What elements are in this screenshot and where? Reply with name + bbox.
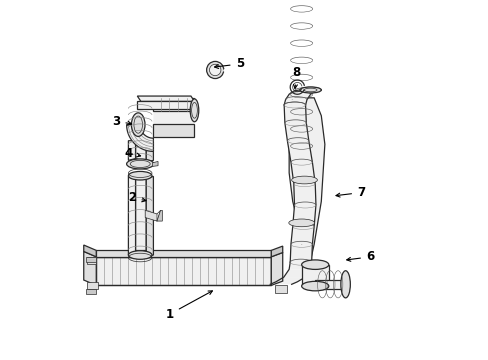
Polygon shape <box>294 90 321 91</box>
Text: 4: 4 <box>124 147 140 160</box>
Polygon shape <box>285 94 310 100</box>
Polygon shape <box>288 98 324 260</box>
Polygon shape <box>83 245 96 257</box>
Text: 3: 3 <box>112 114 131 128</box>
Polygon shape <box>288 91 315 94</box>
Polygon shape <box>137 96 194 102</box>
Polygon shape <box>292 205 315 226</box>
Text: 1: 1 <box>165 291 212 320</box>
Polygon shape <box>274 285 287 293</box>
Ellipse shape <box>291 176 317 184</box>
Ellipse shape <box>128 171 152 180</box>
Polygon shape <box>290 244 312 262</box>
Polygon shape <box>128 175 135 255</box>
Polygon shape <box>135 141 146 162</box>
Polygon shape <box>315 280 345 289</box>
Polygon shape <box>293 184 315 205</box>
Polygon shape <box>85 257 96 262</box>
Ellipse shape <box>301 282 328 291</box>
Text: 8: 8 <box>292 66 300 89</box>
Polygon shape <box>87 282 98 289</box>
Ellipse shape <box>206 62 224 78</box>
Text: 2: 2 <box>128 192 145 204</box>
Polygon shape <box>287 141 312 162</box>
Ellipse shape <box>128 251 152 259</box>
Ellipse shape <box>301 260 328 269</box>
Ellipse shape <box>209 64 221 76</box>
Polygon shape <box>146 176 153 257</box>
Text: 7: 7 <box>335 186 365 199</box>
Polygon shape <box>128 141 135 160</box>
Polygon shape <box>153 98 194 138</box>
Polygon shape <box>290 162 315 184</box>
Polygon shape <box>87 257 96 264</box>
Polygon shape <box>146 143 153 162</box>
Polygon shape <box>96 257 271 285</box>
Polygon shape <box>270 282 297 284</box>
Ellipse shape <box>190 99 198 122</box>
Polygon shape <box>145 210 157 221</box>
Ellipse shape <box>126 159 153 169</box>
Polygon shape <box>275 277 305 282</box>
Polygon shape <box>152 161 158 166</box>
Polygon shape <box>137 102 190 109</box>
Polygon shape <box>283 269 310 277</box>
Polygon shape <box>126 125 153 152</box>
Ellipse shape <box>288 219 314 227</box>
Polygon shape <box>284 105 305 123</box>
Polygon shape <box>284 100 306 105</box>
Ellipse shape <box>299 87 321 93</box>
Polygon shape <box>153 124 194 137</box>
Polygon shape <box>135 175 146 257</box>
Polygon shape <box>288 262 311 269</box>
Polygon shape <box>271 246 282 257</box>
Polygon shape <box>157 210 162 221</box>
Ellipse shape <box>340 271 349 298</box>
Polygon shape <box>271 252 282 285</box>
Polygon shape <box>301 265 328 286</box>
Polygon shape <box>96 250 271 257</box>
Polygon shape <box>153 98 194 111</box>
Polygon shape <box>285 123 308 141</box>
Ellipse shape <box>131 113 145 136</box>
Polygon shape <box>83 251 96 285</box>
Text: 6: 6 <box>346 250 373 264</box>
Polygon shape <box>290 226 313 244</box>
Text: 5: 5 <box>214 58 244 71</box>
Polygon shape <box>85 289 96 294</box>
